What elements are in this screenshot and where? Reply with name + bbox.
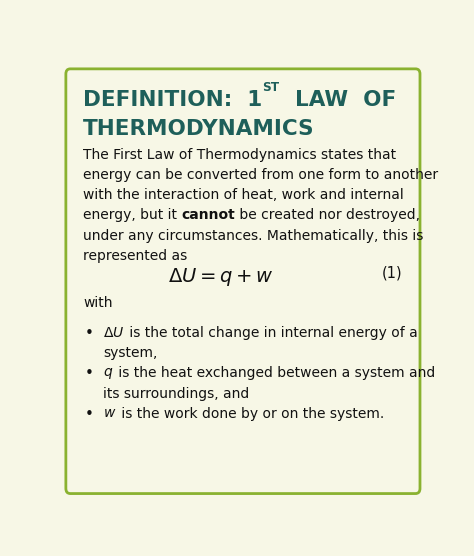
Text: •: • xyxy=(85,407,94,422)
Text: its surroundings, and: its surroundings, and xyxy=(103,386,250,400)
Text: •: • xyxy=(85,326,94,341)
Text: represented as: represented as xyxy=(83,249,187,262)
Text: system,: system, xyxy=(103,346,158,360)
Text: under any circumstances. Mathematically, this is: under any circumstances. Mathematically,… xyxy=(83,229,423,242)
Text: be created nor destroyed,: be created nor destroyed, xyxy=(235,208,420,222)
Text: •: • xyxy=(85,366,94,381)
Text: THERMODYNAMICS: THERMODYNAMICS xyxy=(83,119,315,139)
Text: is the heat exchanged between a system and: is the heat exchanged between a system a… xyxy=(114,366,435,380)
Text: DEFINITION:  1: DEFINITION: 1 xyxy=(83,90,263,110)
Text: energy can be converted from one form to another: energy can be converted from one form to… xyxy=(83,168,438,182)
Text: LAW  OF: LAW OF xyxy=(280,90,396,110)
Text: $q$: $q$ xyxy=(103,366,114,381)
Text: ST: ST xyxy=(263,81,280,94)
Text: The First Law of Thermodynamics states that: The First Law of Thermodynamics states t… xyxy=(83,148,396,162)
Text: is the work done by or on the system.: is the work done by or on the system. xyxy=(117,407,384,421)
Text: $\Delta U$: $\Delta U$ xyxy=(103,326,125,340)
Text: cannot: cannot xyxy=(182,208,235,222)
Text: $\Delta U = q + w$: $\Delta U = q + w$ xyxy=(168,266,274,288)
Text: energy, but it: energy, but it xyxy=(83,208,182,222)
Text: $w$: $w$ xyxy=(103,407,117,420)
Text: with the interaction of heat, work and internal: with the interaction of heat, work and i… xyxy=(83,188,404,202)
Text: is the total change in internal energy of a: is the total change in internal energy o… xyxy=(125,326,418,340)
Text: with: with xyxy=(83,296,113,310)
FancyBboxPatch shape xyxy=(66,69,420,494)
Text: (1): (1) xyxy=(382,266,403,281)
